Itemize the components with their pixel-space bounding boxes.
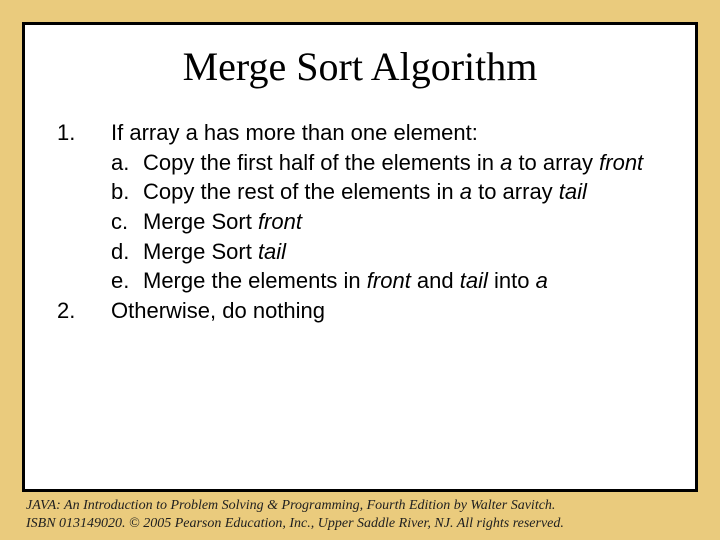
- step-text: If array a has more than one element:: [111, 118, 663, 148]
- substep-text: Merge Sort front: [143, 207, 663, 237]
- slide-frame: Merge Sort Algorithm 1.If array a has mo…: [0, 0, 720, 540]
- substep: e.Merge the elements in front and tail i…: [111, 266, 663, 296]
- substep-text: Merge Sort tail: [143, 237, 663, 267]
- substep-text: Merge the elements in front and tail int…: [143, 266, 663, 296]
- substep-text: Copy the rest of the elements in a to ar…: [143, 177, 663, 207]
- substep: d.Merge Sort tail: [111, 237, 663, 267]
- slide-footer: JAVA: An Introduction to Problem Solving…: [26, 497, 564, 532]
- slide-body: 1.If array a has more than one element:a…: [57, 118, 663, 326]
- substep-marker: e.: [111, 266, 143, 296]
- substep-marker: d.: [111, 237, 143, 267]
- substep-text: Copy the first half of the elements in a…: [143, 148, 663, 178]
- footer-citation-line2: ISBN 013149020. © 2005 Pearson Education…: [26, 515, 564, 533]
- substeps-list: a.Copy the first half of the elements in…: [111, 148, 663, 296]
- step-marker: 1.: [57, 118, 111, 296]
- step-content: Otherwise, do nothing: [111, 296, 663, 326]
- substep-marker: b.: [111, 177, 143, 207]
- substep: a.Copy the first half of the elements in…: [111, 148, 663, 178]
- slide-content-area: Merge Sort Algorithm 1.If array a has mo…: [22, 22, 698, 492]
- substep-marker: a.: [111, 148, 143, 178]
- substep: c.Merge Sort front: [111, 207, 663, 237]
- substep: b.Copy the rest of the elements in a to …: [111, 177, 663, 207]
- slide-title: Merge Sort Algorithm: [57, 43, 663, 90]
- substep-marker: c.: [111, 207, 143, 237]
- algorithm-step: 1.If array a has more than one element:a…: [57, 118, 663, 296]
- footer-citation-line1: JAVA: An Introduction to Problem Solving…: [26, 497, 564, 515]
- step-marker: 2.: [57, 296, 111, 326]
- step-content: If array a has more than one element:a.C…: [111, 118, 663, 296]
- algorithm-step: 2.Otherwise, do nothing: [57, 296, 663, 326]
- step-text: Otherwise, do nothing: [111, 296, 663, 326]
- algorithm-steps-list: 1.If array a has more than one element:a…: [57, 118, 663, 326]
